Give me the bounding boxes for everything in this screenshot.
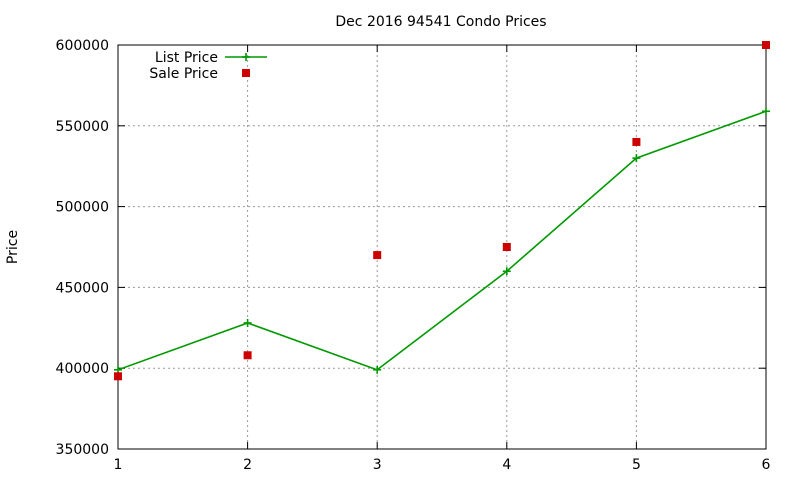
legend-item: Sale Price: [149, 66, 250, 82]
sale-price-point: [502, 243, 511, 251]
x-tick-label: 5: [632, 457, 641, 473]
series: [114, 41, 770, 381]
sale-price-point: [114, 372, 122, 381]
axis-ticks: 1 2 3 4 5 6 350000 400000 450000 500000 550000 6000…: [56, 38, 771, 473]
sale-price-point: [762, 41, 770, 49]
y-tick-label: 400000: [56, 361, 109, 377]
list-price-line: [117, 110, 767, 371]
x-tick-label: 3: [373, 457, 382, 473]
list-price-point: [762, 107, 770, 116]
y-tick-label: 550000: [56, 119, 109, 135]
y-axis-label: Price: [5, 230, 21, 264]
legend-square-marker: [242, 69, 250, 77]
y-tick-label: 500000: [56, 200, 109, 216]
x-tick-label: 2: [243, 457, 252, 473]
x-tick-label: 1: [114, 457, 123, 473]
y-tick-label: 450000: [56, 280, 109, 296]
list-price-point: [243, 318, 252, 327]
legend-plus-marker: [242, 53, 250, 61]
y-tick-label: 600000: [56, 38, 109, 54]
series-0: [114, 107, 770, 374]
legend-label: List Price: [155, 50, 218, 66]
sale-price-point: [632, 137, 641, 146]
sale-price-point: [243, 351, 252, 360]
chart-title: Dec 2016 94541 Condo Prices: [335, 14, 546, 30]
list-price-point: [632, 154, 641, 163]
legend-label: Sale Price: [149, 66, 218, 82]
x-tick-label: 4: [502, 457, 511, 473]
list-price-point: [373, 365, 382, 374]
list-price-point: [502, 267, 511, 276]
series-1: [114, 41, 770, 381]
sale-price-point: [373, 251, 382, 260]
y-tick-label: 350000: [56, 442, 109, 458]
plot-frame: [117, 44, 767, 450]
legend-item: List Price: [155, 50, 267, 66]
grid: [118, 45, 766, 449]
x-tick-label: 6: [762, 457, 771, 473]
